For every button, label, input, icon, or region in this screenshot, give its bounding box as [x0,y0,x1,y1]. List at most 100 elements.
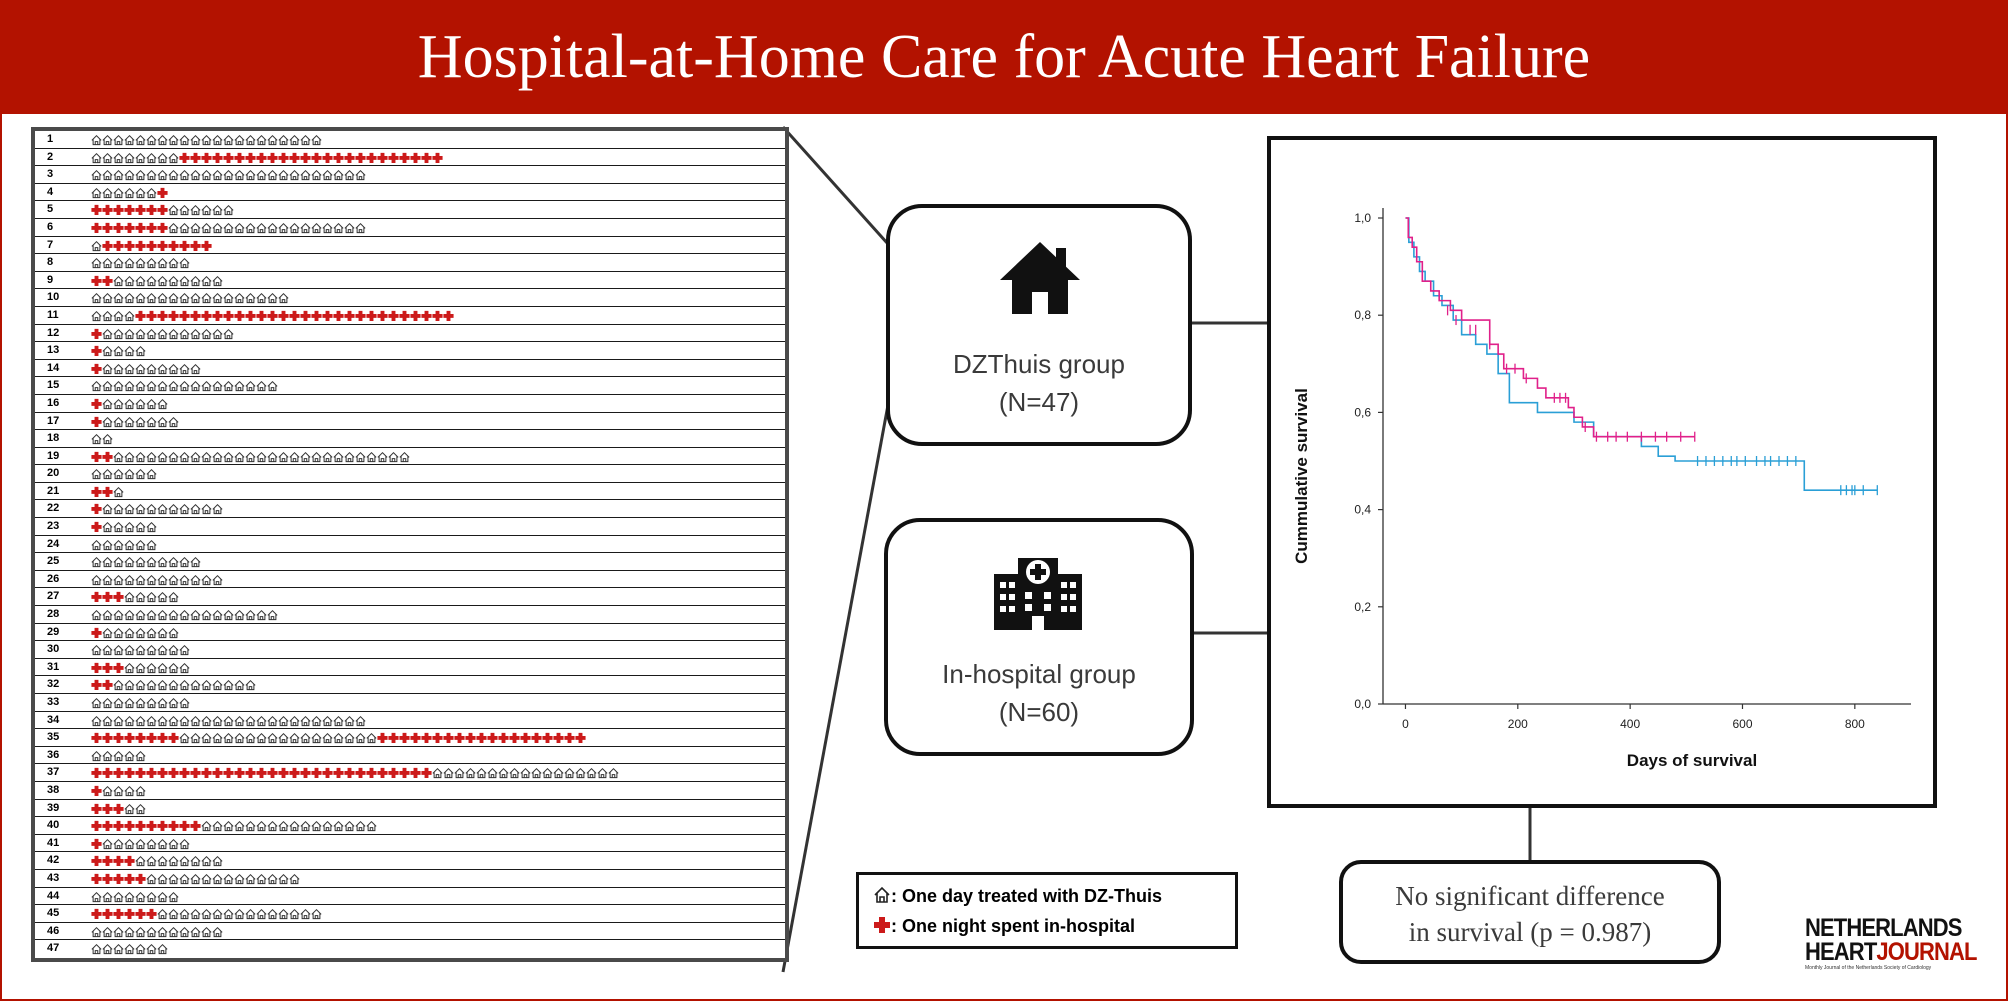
home-day-icon [267,134,278,146]
hospital-night-icon [179,821,190,832]
hospital-night-icon [146,821,157,832]
x-tick-label: 400 [1620,717,1640,731]
hospital-night-icon [289,768,300,779]
home-day-icon [157,909,168,920]
home-day-icon [256,873,267,885]
home-day-icon [564,768,575,779]
home-day-icon [168,222,179,234]
connector-table-top [781,125,890,246]
patient-number: 21 [47,484,60,497]
home-day-icon [102,434,113,445]
patient-row: 12 [35,325,785,343]
home-group-n: (N=47) [998,387,1080,417]
hospital-night-icon [410,733,421,744]
home-day-icon [91,574,102,585]
home-day-icon [102,574,113,585]
home-day-icon [212,680,223,691]
hospital-night-icon [135,205,146,216]
hospital-night-icon [245,768,256,779]
home-day-icon [168,662,179,673]
home-day-icon [322,715,333,726]
home-day-icon [135,328,146,339]
home-day-icon [135,803,146,814]
hospital-night-icon [355,152,366,163]
hospital-night-icon [157,733,168,744]
home-day-icon [146,363,157,374]
hospital-night-icon [432,310,443,321]
house-outline-icon [874,886,890,903]
home-day-icon [201,293,212,304]
hospital-night-icon [509,733,520,744]
logo-tagline: Monthly Journal of the Netherlands Socie… [1805,965,1932,971]
home-day-icon [234,381,245,392]
home-day-icon [91,697,102,709]
hospital-night-icon [190,240,201,251]
hospital-night-icon [146,205,157,216]
hospital-night-icon [102,592,113,603]
home-day-icon [278,170,289,181]
x-tick-label: 200 [1508,717,1528,731]
home-day-icon [91,610,102,621]
home-day-icon [223,381,234,392]
home-day-icon [333,222,344,234]
home-day-icon [146,873,157,885]
patient-table: 1 2 3 4 5 6 7 8 9 10 11 12 13 14 15 16 17 18 19 20 21 22 23 24 2… [31,127,789,962]
home-day-icon [179,873,190,885]
patient-timeline [91,166,366,183]
home-day-icon [179,574,190,585]
home-day-icon [223,715,234,726]
hospital-night-icon [91,856,102,867]
hospital-night-icon [135,222,146,233]
home-day-icon [168,627,179,638]
patient-number: 37 [47,766,60,779]
hospital-night-icon [366,768,377,779]
home-day-icon [146,258,157,269]
home-day-icon [179,275,190,286]
hospital-night-icon [113,733,124,744]
hospital-night-icon [410,152,421,163]
hospital-icon [994,558,1082,630]
patient-number: 9 [47,273,54,286]
home-day-icon [102,328,113,339]
home-day-icon [223,821,234,832]
home-day-icon [102,170,113,181]
home-day-icon [146,557,157,568]
home-day-icon [102,416,113,427]
hospital-night-icon [113,768,124,779]
hospital-night-icon [333,310,344,321]
patient-timeline [91,377,278,394]
patient-timeline [91,659,190,676]
home-day-icon [553,768,564,779]
home-day-icon [146,627,157,638]
patient-timeline [91,413,179,430]
home-day-icon [179,451,190,462]
patient-timeline [91,536,157,553]
home-day-icon [124,557,135,568]
home-day-icon [168,416,179,427]
home-day-icon [333,733,344,744]
hospital-night-icon [267,152,278,163]
home-day-icon [443,768,454,779]
patient-number: 32 [47,678,60,691]
home-day-icon [102,750,113,761]
home-day-icon [245,134,256,146]
hospital-night-icon [421,733,432,744]
home-day-icon [223,451,234,462]
patient-number: 43 [47,871,60,884]
home-day-icon [179,170,190,181]
home-day-icon [168,504,179,515]
patient-number: 5 [47,203,54,216]
hospital-night-icon [91,838,102,849]
hospital-night-icon [256,310,267,321]
home-day-icon [157,293,168,304]
hospital-night-icon [91,680,102,691]
home-day-icon [146,152,157,163]
hospital-night-icon [102,205,113,216]
hospital-night-icon [157,205,168,216]
home-day-icon [135,715,146,726]
home-day-icon [179,222,190,234]
patient-row: 8 [35,254,785,272]
hospital-night-icon [333,768,344,779]
home-day-icon [157,645,168,656]
survival-chart-svg: 0,0 0,2 0,4 0,6 0,8 1,0 0 200 400 600 800 Days of s… [1292,208,1911,770]
